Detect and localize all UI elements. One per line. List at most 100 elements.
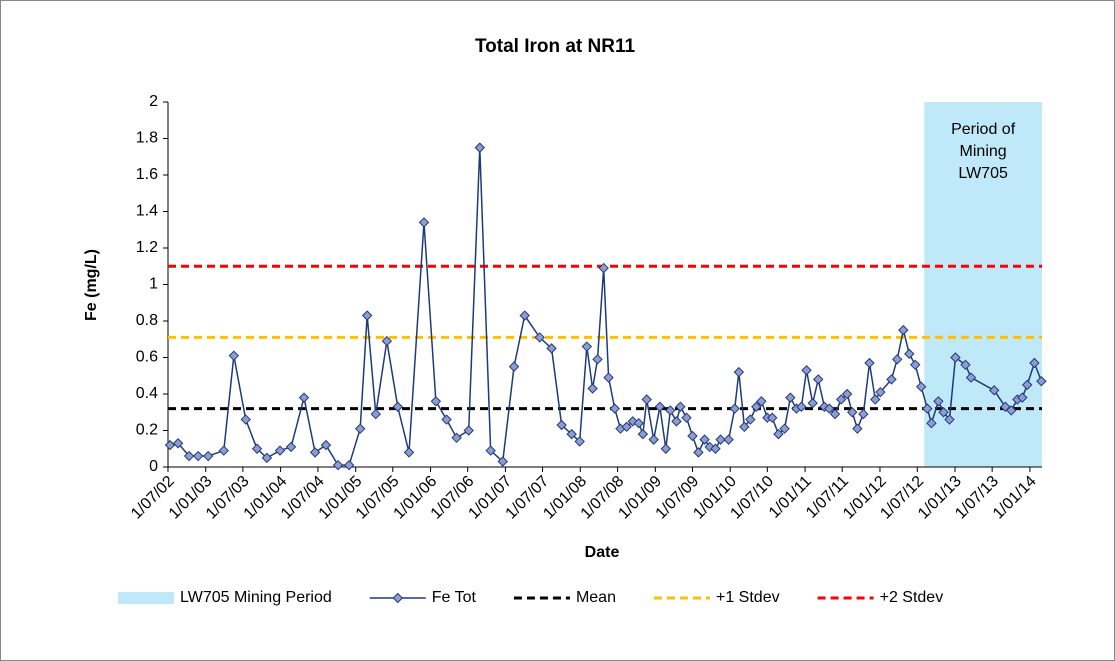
y-tick-label: 0.2 bbox=[136, 422, 158, 439]
data-point bbox=[392, 401, 403, 412]
y-tick-label: 0.4 bbox=[136, 385, 158, 402]
data-point bbox=[574, 436, 585, 447]
data-point bbox=[858, 408, 869, 420]
data-point bbox=[587, 383, 598, 394]
data-point bbox=[733, 366, 745, 378]
data-point bbox=[183, 450, 195, 462]
data-point bbox=[546, 343, 557, 354]
legend-label: Fe Tot bbox=[432, 589, 477, 606]
data-point bbox=[944, 414, 955, 425]
data-point bbox=[361, 310, 373, 321]
span-annotation: Mining bbox=[960, 143, 1007, 160]
data-point bbox=[637, 428, 649, 440]
data-point bbox=[603, 372, 614, 383]
y-tick-label: 1 bbox=[149, 276, 158, 293]
span-annotation: LW705 bbox=[958, 165, 1008, 182]
data-point bbox=[202, 450, 214, 462]
data-point bbox=[1029, 357, 1040, 369]
data-point bbox=[715, 434, 726, 445]
data-point bbox=[218, 445, 229, 456]
data-point bbox=[710, 443, 721, 454]
data-point bbox=[898, 324, 909, 336]
data-point bbox=[910, 359, 921, 371]
data-point bbox=[534, 332, 545, 343]
data-point bbox=[332, 459, 344, 471]
data-point bbox=[723, 434, 734, 445]
data-point bbox=[654, 401, 666, 412]
data-point bbox=[773, 428, 784, 440]
data-point bbox=[796, 401, 807, 412]
y-tick-label: 1.8 bbox=[136, 130, 158, 147]
data-point bbox=[403, 447, 415, 458]
y-tick-label: 1.2 bbox=[136, 239, 158, 256]
data-point bbox=[875, 386, 886, 398]
legend-swatch bbox=[392, 592, 403, 604]
data-point bbox=[441, 414, 452, 425]
data-point bbox=[745, 414, 756, 425]
data-point bbox=[699, 434, 710, 445]
data-point bbox=[1006, 405, 1017, 416]
data-point bbox=[671, 416, 682, 427]
x-axis-label: Date bbox=[585, 544, 620, 561]
data-point bbox=[847, 407, 858, 418]
data-point bbox=[261, 452, 273, 464]
data-point bbox=[648, 434, 659, 445]
data-point bbox=[164, 439, 176, 451]
data-point bbox=[829, 408, 841, 420]
data-point bbox=[675, 401, 686, 412]
data-point bbox=[519, 310, 530, 321]
data-point bbox=[418, 217, 430, 228]
legend-swatch bbox=[118, 592, 174, 604]
data-point bbox=[592, 354, 603, 365]
y-tick-label: 1.4 bbox=[136, 203, 158, 220]
data-point bbox=[370, 408, 381, 420]
data-point bbox=[729, 403, 740, 414]
data-point bbox=[228, 350, 240, 361]
data-point bbox=[508, 361, 520, 372]
data-point bbox=[474, 142, 485, 153]
data-point bbox=[801, 365, 812, 376]
data-point bbox=[463, 425, 474, 436]
data-point bbox=[739, 421, 750, 433]
data-point bbox=[1017, 392, 1028, 403]
data-point bbox=[556, 419, 567, 431]
y-axis-label: Fe (mg/L) bbox=[83, 249, 100, 321]
data-point bbox=[343, 459, 355, 471]
data-point bbox=[965, 372, 977, 383]
data-point bbox=[933, 396, 944, 407]
y-tick-label: 2 bbox=[149, 93, 158, 110]
data-point bbox=[852, 423, 863, 434]
data-point bbox=[779, 423, 790, 434]
data-point bbox=[915, 381, 927, 392]
data-point bbox=[870, 394, 881, 405]
data-point bbox=[633, 417, 644, 429]
data-point bbox=[950, 352, 961, 363]
data-point bbox=[1022, 379, 1033, 391]
data-point bbox=[938, 407, 949, 418]
data-point bbox=[886, 374, 897, 385]
data-point bbox=[485, 445, 496, 456]
data-point bbox=[497, 456, 508, 467]
data-point bbox=[926, 417, 937, 429]
data-point bbox=[807, 397, 818, 409]
data-point bbox=[904, 348, 915, 360]
data-point bbox=[641, 394, 652, 405]
data-point bbox=[309, 447, 321, 458]
data-point bbox=[192, 450, 204, 462]
y-tick-label: 0 bbox=[149, 458, 158, 475]
legend-label: +1 Stdev bbox=[716, 589, 780, 606]
data-point bbox=[660, 443, 672, 454]
data-point bbox=[581, 341, 593, 352]
data-point bbox=[864, 357, 875, 369]
shaded-span bbox=[924, 102, 1042, 467]
data-point bbox=[756, 396, 767, 407]
data-point bbox=[824, 403, 835, 414]
data-point bbox=[922, 403, 933, 414]
data-point bbox=[609, 403, 620, 414]
y-tick-label: 1.6 bbox=[136, 166, 158, 183]
data-point bbox=[172, 438, 184, 449]
legend-label: +2 Stdev bbox=[880, 589, 944, 606]
data-point bbox=[621, 421, 632, 433]
data-point bbox=[598, 262, 609, 274]
